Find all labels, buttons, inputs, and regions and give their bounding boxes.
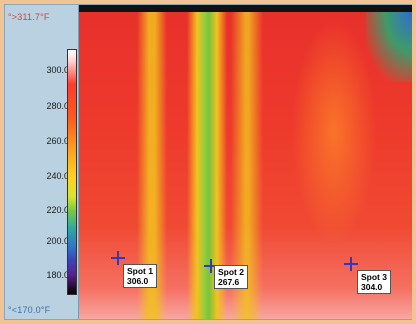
spot-2-crosshair-icon[interactable]: [204, 259, 218, 273]
scale-tick-label: 280.0: [46, 101, 69, 111]
scale-tick-label: 240.0: [46, 171, 69, 181]
spot-1-value: 306.0: [127, 276, 149, 286]
scale-tick-label: 300.0: [46, 65, 69, 75]
spot-1-label: Spot 1: [127, 266, 153, 276]
scale-tick: 220.0: [5, 205, 75, 216]
color-scale-bar: [67, 49, 77, 295]
scale-tick-label: 260.0: [46, 136, 69, 146]
spot-3-label: Spot 3: [361, 272, 387, 282]
thermal-image[interactable]: Spot 1 306.0 Spot 2 267.6 Spot 3 304.0: [79, 12, 412, 319]
scale-tick-label: 200.0: [46, 236, 69, 246]
max-temperature-label: °>311.7°F: [8, 12, 50, 22]
min-temperature-label: °<170.0°F: [8, 305, 51, 315]
scale-tick: 300.0: [5, 65, 75, 76]
spot-2-marker[interactable]: Spot 2 267.6: [214, 265, 248, 289]
spot-1-crosshair-icon[interactable]: [111, 251, 125, 265]
scale-tick: 200.0: [5, 236, 75, 247]
image-top-toolbar: [79, 5, 412, 12]
scale-tick-label: 220.0: [46, 205, 69, 215]
spot-1-marker[interactable]: Spot 1 306.0: [123, 264, 157, 288]
scale-tick: 240.0: [5, 171, 75, 182]
spot-2-value: 267.6: [218, 277, 240, 287]
spot-3-crosshair-icon[interactable]: [344, 257, 358, 271]
scale-tick: 280.0: [5, 101, 75, 112]
scale-tick: 260.0: [5, 136, 75, 147]
temperature-scale-panel: °>311.7°F 300.0 280.0 260.0 240.0 220.0 …: [5, 5, 79, 319]
spot-3-marker[interactable]: Spot 3 304.0: [357, 270, 391, 294]
spot-3-value: 304.0: [361, 282, 383, 292]
cool-region: [366, 12, 412, 82]
scale-tick: 180.0: [5, 270, 75, 281]
spot-2-label: Spot 2: [218, 267, 244, 277]
scale-tick-label: 180.0: [46, 270, 69, 280]
